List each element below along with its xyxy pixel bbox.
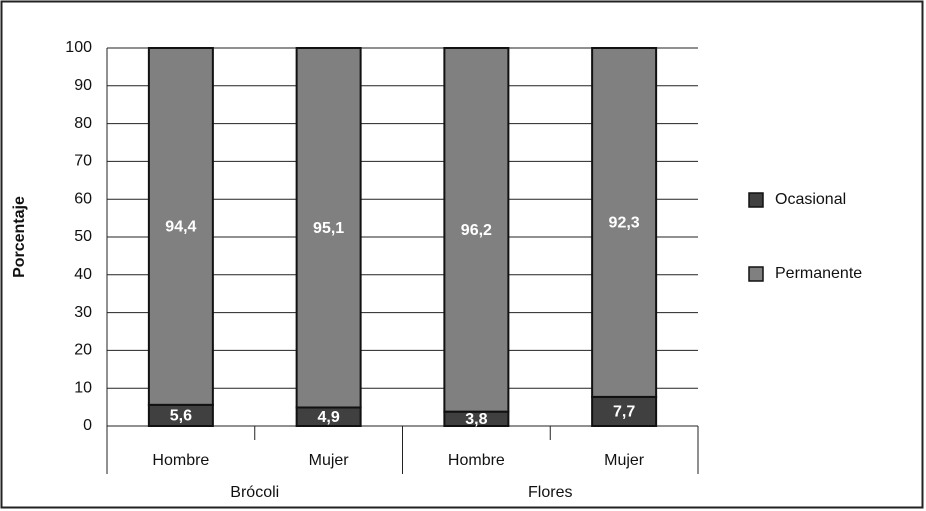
- legend-swatch: [748, 266, 764, 282]
- y-tick-label: 0: [83, 417, 92, 434]
- group-label: Brócoli: [230, 484, 279, 501]
- x-tick-label: Mujer: [604, 452, 645, 469]
- y-axis-label: Porcentaje: [11, 196, 28, 278]
- y-tick-label: 50: [74, 228, 92, 245]
- y-tick-label: 90: [74, 77, 92, 94]
- y-tick-label: 60: [74, 190, 92, 207]
- x-tick-label: Hombre: [152, 452, 209, 469]
- y-tick-label: 70: [74, 153, 92, 170]
- bar-segment: [591, 47, 658, 398]
- legend-label: Permanente: [775, 265, 862, 282]
- value-label: 4,9: [318, 409, 340, 426]
- group-label: Flores: [528, 484, 572, 501]
- value-label: 95,1: [313, 220, 344, 237]
- legend-swatch: [748, 192, 764, 208]
- y-tick-label: 80: [74, 115, 92, 132]
- value-label: 96,2: [461, 222, 492, 239]
- y-tick-label: 10: [74, 379, 92, 396]
- value-label: 5,6: [170, 408, 192, 425]
- x-tick-label: Mujer: [309, 452, 350, 469]
- value-label: 92,3: [609, 215, 640, 232]
- bar-segment: [443, 47, 510, 413]
- value-label: 94,4: [165, 219, 196, 236]
- y-tick-label: 40: [74, 266, 92, 283]
- bar-segment: [147, 47, 214, 406]
- bar-segment: [295, 47, 362, 409]
- value-label: 3,8: [465, 411, 487, 428]
- x-tick-label: Hombre: [448, 452, 505, 469]
- value-label: 7,7: [613, 404, 635, 421]
- bar-segment: [591, 395, 658, 428]
- legend-label: Ocasional: [775, 191, 846, 208]
- y-tick-label: 20: [74, 342, 92, 359]
- y-tick-label: 100: [65, 39, 92, 56]
- y-tick-label: 30: [74, 304, 92, 321]
